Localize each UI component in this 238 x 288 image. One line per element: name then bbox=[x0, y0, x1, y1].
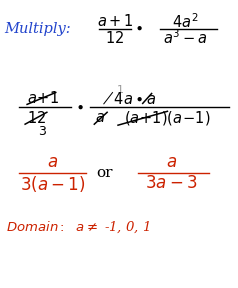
Text: $a^3-a$: $a^3-a$ bbox=[163, 29, 208, 48]
Text: $\bullet$: $\bullet$ bbox=[134, 21, 143, 35]
Text: $3$: $3$ bbox=[38, 125, 47, 138]
Text: $3(a-1)$: $3(a-1)$ bbox=[20, 174, 85, 194]
Text: $(a\!+\!1)(a\!-\!1)$: $(a\!+\!1)(a\!-\!1)$ bbox=[124, 109, 211, 127]
Text: $12$: $12$ bbox=[105, 30, 125, 46]
Text: $a\!+\!1$: $a\!+\!1$ bbox=[27, 90, 59, 107]
Text: $a$: $a$ bbox=[166, 154, 177, 171]
Text: $3a-3$: $3a-3$ bbox=[145, 175, 198, 192]
Text: $12$: $12$ bbox=[27, 110, 47, 126]
Text: $\bullet$: $\bullet$ bbox=[75, 99, 84, 113]
Text: $a+1$: $a+1$ bbox=[97, 13, 134, 29]
Text: or: or bbox=[96, 166, 112, 180]
Text: $4a^2$: $4a^2$ bbox=[172, 12, 198, 31]
Text: $a$: $a$ bbox=[95, 111, 105, 125]
Text: $1$: $1$ bbox=[116, 83, 124, 94]
Text: $a$: $a$ bbox=[47, 154, 58, 171]
Text: Multiply:: Multiply: bbox=[4, 22, 71, 36]
Text: $\it{Domain:}$  $a \neq$ -1, 0, 1: $\it{Domain:}$ $a \neq$ -1, 0, 1 bbox=[6, 219, 150, 235]
Text: $\not{4}a\bullet a$: $\not{4}a\bullet a$ bbox=[103, 90, 157, 107]
